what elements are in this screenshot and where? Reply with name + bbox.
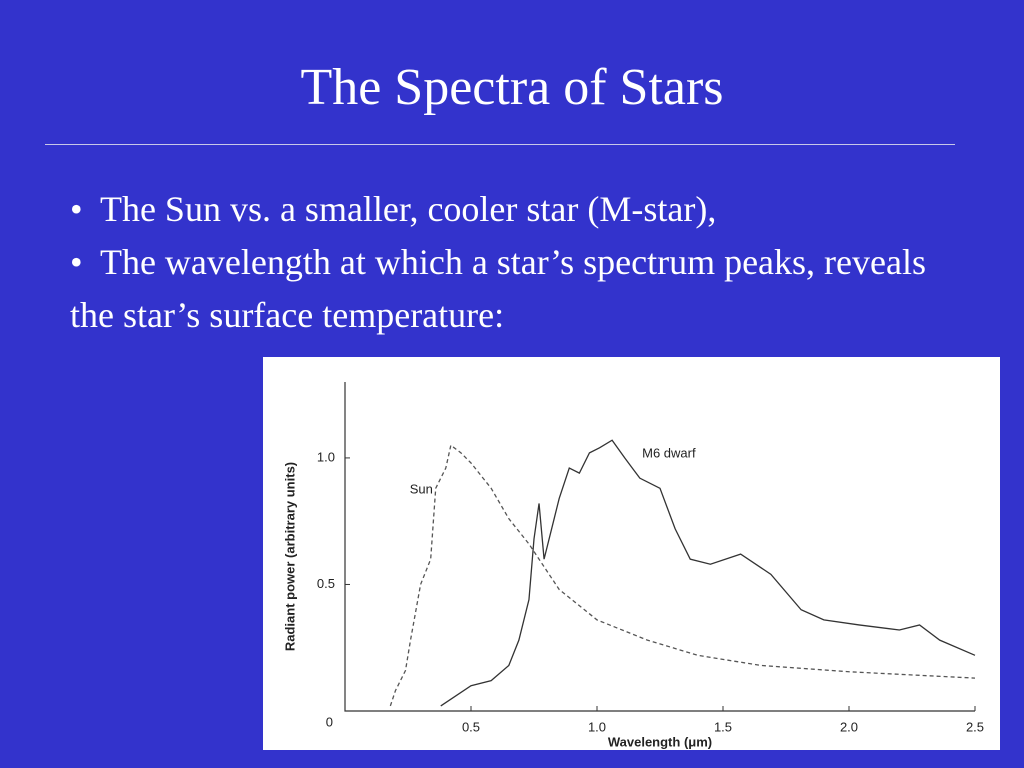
bullet-list: • The Sun vs. a smaller, cooler star (M-…	[70, 183, 950, 342]
bullet: • The Sun vs. a smaller, cooler star (M-…	[70, 189, 717, 229]
series-line	[389, 444, 976, 707]
slide-title: The Spectra of Stars	[300, 59, 724, 116]
bullet: • The wavelength at which a star’s spect…	[70, 242, 926, 335]
divider	[45, 144, 955, 145]
y-tick-label: 0	[326, 714, 333, 729]
series-label: Sun	[410, 482, 433, 497]
y-tick-label: 0.5	[317, 576, 335, 591]
y-tick-label: 1.0	[317, 449, 335, 464]
x-axis-label: Wavelength (μm)	[608, 734, 712, 749]
x-tick-label: 2.5	[966, 719, 984, 734]
x-tick-label: 0.5	[462, 719, 480, 734]
x-tick-label: 1.5	[714, 719, 732, 734]
series-label: M6 dwarf	[642, 446, 696, 461]
x-tick-label: 1.0	[588, 719, 606, 734]
chart-background	[263, 357, 1000, 750]
y-axis-label: Radiant power (arbitrary units)	[282, 462, 297, 651]
series-line	[440, 439, 976, 707]
bullet-text: The Sun vs. a smaller, cooler star (M-st…	[99, 189, 717, 229]
x-tick-label: 2.0	[840, 719, 858, 734]
bullet-text: The wavelength at which a star’s spectru…	[70, 242, 926, 335]
